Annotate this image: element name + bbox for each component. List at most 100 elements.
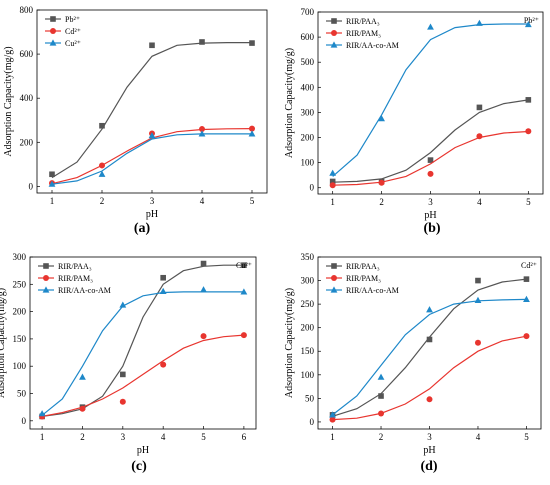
x-tick-label: 3 <box>428 197 433 207</box>
series-2 <box>329 333 530 423</box>
data-point-3 <box>160 361 167 368</box>
x-tick-label: 5 <box>524 432 529 442</box>
y-tick-label: 150 <box>301 346 315 356</box>
fit-curve <box>51 42 252 179</box>
data-point-2 <box>119 301 127 308</box>
legend-entry-label: RIR/PAA₃ <box>58 262 92 271</box>
x-tick-label: 4 <box>476 432 481 442</box>
data-point-3 <box>199 39 205 45</box>
y-tick-label: 100 <box>13 361 27 371</box>
x-tick-label: 2 <box>80 432 85 442</box>
data-point-3 <box>476 19 483 26</box>
legend-entry-label: RIR/PAM₃ <box>58 274 93 283</box>
legend-entry-label: RIR/PAA₃ <box>346 17 380 26</box>
panel-label: (c) <box>131 459 147 474</box>
legend: RIR/PAA₃ RIR/PAM₃ RIR/AA-co-AM <box>326 262 399 295</box>
x-tick-label: 1 <box>40 432 45 442</box>
data-point-0 <box>38 410 46 417</box>
data-point-1 <box>378 410 385 417</box>
fit-curve <box>51 133 252 185</box>
data-point-1 <box>79 405 86 412</box>
data-point-1 <box>98 170 106 177</box>
y-tick-label: 700 <box>301 7 315 17</box>
fit-curve <box>42 264 244 417</box>
chart-panel-2: 1 2 3 4 5 0 100 200 300 400 500 600 700 pH Adsorption … <box>284 7 544 236</box>
legend: Pb²⁺ Cd²⁺ Cu²⁺ <box>45 15 81 48</box>
data-point-3 <box>198 130 206 137</box>
data-point-4 <box>248 130 256 137</box>
legend-marker-point-1 <box>331 30 337 36</box>
legend-entry-label: RIR/PAA₃ <box>346 262 380 271</box>
data-point-0 <box>329 178 336 185</box>
data-point-2 <box>426 336 433 343</box>
legend-marker-point-2 <box>330 286 338 293</box>
x-axis-label: pH <box>137 445 149 456</box>
data-point-1 <box>99 162 105 169</box>
series-1 <box>39 260 247 420</box>
data-point-4 <box>200 286 207 293</box>
y-tick-label: 500 <box>301 57 315 67</box>
plot-frame <box>29 256 257 430</box>
data-point-2 <box>427 157 434 163</box>
data-point-4 <box>525 128 532 135</box>
data-point-3 <box>476 133 483 140</box>
panel-label: (a) <box>134 221 151 236</box>
data-point-2 <box>426 396 433 403</box>
y-tick-label: 400 <box>301 82 315 92</box>
legend-entry-label: RIR/AA-co-AM <box>58 286 111 295</box>
legend-marker-point-2 <box>42 286 50 293</box>
data-point-3 <box>159 287 167 294</box>
legend-marker-point-1 <box>43 275 49 281</box>
legend: RIR/PAA₃ RIR/PAM₃ RIR/AA-co-AM <box>326 17 399 50</box>
data-point-3 <box>199 126 205 133</box>
fit-curve <box>41 334 244 417</box>
x-tick-label: 1 <box>330 197 335 207</box>
x-axis-label: pH <box>423 445 435 456</box>
y-tick-label: 300 <box>301 107 315 117</box>
y-tick-label: 300 <box>301 276 315 286</box>
y-tick-label: 200 <box>301 133 315 143</box>
data-point-5 <box>240 332 247 339</box>
legend-entry-label: Pb²⁺ <box>65 15 80 24</box>
data-point-4 <box>523 333 530 340</box>
ion-label: Cd²⁺ <box>521 261 537 270</box>
x-tick-label: 5 <box>526 197 531 207</box>
legend-marker-point-0 <box>50 16 56 22</box>
x-tick-label: 3 <box>427 432 432 442</box>
series-3 <box>38 286 248 417</box>
x-tick-label: 6 <box>242 432 247 442</box>
data-point-1 <box>378 179 385 186</box>
y-tick-label: 0 <box>310 417 315 427</box>
legend-entry-label: RIR/AA-co-AM <box>346 41 399 50</box>
x-tick-label: 5 <box>201 432 206 442</box>
x-tick-label: 2 <box>100 196 105 206</box>
chart-panel-3: 1 2 3 4 5 6 0 50 100 150 200 250 300 pH Adsorption Cap… <box>0 252 257 474</box>
series-3 <box>329 295 530 418</box>
data-point-4 <box>524 20 532 28</box>
y-tick-label: 150 <box>13 334 27 344</box>
data-point-0 <box>329 169 337 176</box>
series-3 <box>48 130 256 187</box>
data-point-4 <box>523 276 530 282</box>
x-axis-label: pH <box>146 209 158 220</box>
y-tick-label: 250 <box>13 279 27 289</box>
legend-marker-point-1 <box>331 275 337 281</box>
data-point-4 <box>249 125 255 132</box>
legend-marker-point-0 <box>43 263 49 269</box>
x-tick-label: 1 <box>330 432 335 442</box>
x-tick-label: 3 <box>150 196 155 206</box>
series-2 <box>329 128 532 189</box>
data-point-3 <box>474 339 481 346</box>
legend-marker-point-2 <box>330 41 338 48</box>
x-tick-label: 2 <box>379 197 384 207</box>
y-tick-label: 100 <box>301 370 315 380</box>
y-tick-label: 400 <box>20 93 34 103</box>
data-point-2 <box>427 23 434 30</box>
data-point-4 <box>200 333 207 340</box>
data-point-2 <box>119 398 126 405</box>
data-point-4 <box>525 97 532 103</box>
y-tick-label: 50 <box>305 393 315 403</box>
data-point-1 <box>377 373 385 380</box>
